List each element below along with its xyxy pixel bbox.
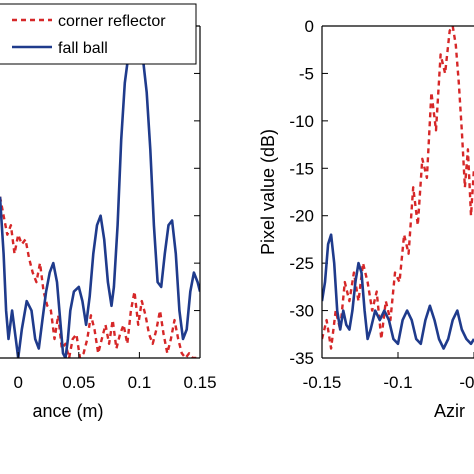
right-x-tick-label: -0.0 [459, 373, 474, 392]
right-y-tick-label: -10 [289, 112, 314, 131]
left-series-corner-reflector [0, 196, 200, 358]
legend: corner reflector fall ball [0, 3, 197, 65]
right-series [322, 26, 474, 350]
left-x-tick-label: 0 [13, 373, 22, 392]
legend-label-fall-ball: fall ball [58, 40, 108, 57]
left-plot: 0 0.05 0.1 0.15 ance (m) corner reflector f… [0, 3, 217, 421]
legend-box [0, 3, 197, 65]
left-x-ticks: 0 0.05 0.1 0.15 [13, 352, 217, 392]
right-series-fall-ball [322, 233, 474, 350]
right-y-tick-label: -20 [289, 207, 314, 226]
legend-label-corner-reflector: corner reflector [58, 13, 166, 30]
right-y-tick-label: -15 [289, 159, 314, 178]
right-y-axis-label: Pixel value (dB) [258, 129, 278, 255]
right-x-tick-label: -0.15 [303, 373, 342, 392]
left-x-axis-label: ance (m) [32, 401, 103, 421]
right-y-tick-label: 0 [305, 17, 314, 36]
right-x-tick-label: -0.1 [383, 373, 412, 392]
right-x-ticks: -0.15 -0.1 -0.0 [303, 352, 474, 392]
right-plot: 0 -5 -10 -15 -20 -25 -30 -35 -0.15 -0.1 -0.0 Azir… [258, 17, 474, 421]
left-x-tick-label: 0.15 [183, 373, 216, 392]
left-x-tick-label: 0.1 [128, 373, 152, 392]
right-y-tick-label: -30 [289, 302, 314, 321]
right-y-tick-label: -25 [289, 254, 314, 273]
right-y-tick-label: -35 [289, 349, 314, 368]
left-y-ticks [194, 25, 200, 359]
right-y-ticks: 0 -5 -10 -15 -20 -25 -30 -35 [289, 17, 328, 368]
right-series-corner-reflector [322, 26, 474, 350]
left-series-fall-ball [0, 38, 200, 358]
right-y-tick-label: -5 [299, 64, 314, 83]
left-x-tick-label: 0.05 [62, 373, 95, 392]
right-x-axis-label: Azir [434, 401, 465, 421]
left-series [0, 38, 200, 358]
